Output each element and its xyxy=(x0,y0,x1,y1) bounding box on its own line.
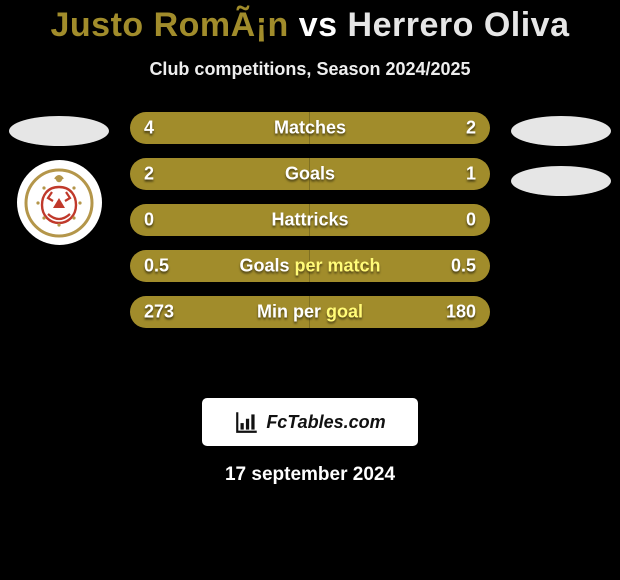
brand-text: FcTables.com xyxy=(266,412,385,433)
stat-label: Matches xyxy=(274,118,346,139)
stat-row: 4 2 Matches xyxy=(130,112,490,144)
team-crest xyxy=(17,160,102,245)
stat-label: Goals per match xyxy=(239,256,380,277)
player1-name: Justo RomÃ¡n xyxy=(50,6,288,44)
stat-value-right: 0.5 xyxy=(451,256,476,277)
footer-date: 17 september 2024 xyxy=(0,464,620,486)
stat-value-left: 4 xyxy=(144,118,154,139)
page-title: Justo RomÃ¡n vs Herrero Oliva xyxy=(0,0,620,45)
stat-value-right: 180 xyxy=(446,302,476,323)
right-marker-1 xyxy=(511,116,611,146)
stat-value-left: 0.5 xyxy=(144,256,169,277)
stat-value-right: 0 xyxy=(466,210,476,231)
comparison-stage: 4 2 Matches 2 1 Goals 0 0 Hattricks 0.5 0.5 Goals p… xyxy=(0,112,620,372)
stat-value-left: 273 xyxy=(144,302,174,323)
stat-value-left: 0 xyxy=(144,210,154,231)
crest-icon xyxy=(24,168,94,238)
left-marker xyxy=(9,116,109,146)
stat-label: Hattricks xyxy=(271,210,348,231)
player2-name: Herrero Oliva xyxy=(348,6,570,44)
row-right-half xyxy=(310,158,490,190)
right-marker-2 xyxy=(511,166,611,196)
stat-row: 273 180 Min per goal xyxy=(130,296,490,328)
left-side-column xyxy=(4,112,114,245)
bar-chart-icon xyxy=(234,409,260,435)
stat-row: 0 0 Hattricks xyxy=(130,204,490,236)
stat-value-left: 2 xyxy=(144,164,154,185)
stat-rows: 4 2 Matches 2 1 Goals 0 0 Hattricks 0.5 0.5 Goals p… xyxy=(130,112,490,328)
stat-row: 0.5 0.5 Goals per match xyxy=(130,250,490,282)
stat-row: 2 1 Goals xyxy=(130,158,490,190)
brand-box[interactable]: FcTables.com xyxy=(202,398,418,446)
stat-label: Goals xyxy=(285,164,335,185)
stat-value-right: 1 xyxy=(466,164,476,185)
right-side-column xyxy=(506,112,616,196)
row-left-half xyxy=(130,158,310,190)
vs-label: vs xyxy=(299,6,338,44)
subtitle: Club competitions, Season 2024/2025 xyxy=(0,59,620,80)
stat-value-right: 2 xyxy=(466,118,476,139)
stat-label: Min per goal xyxy=(257,302,363,323)
